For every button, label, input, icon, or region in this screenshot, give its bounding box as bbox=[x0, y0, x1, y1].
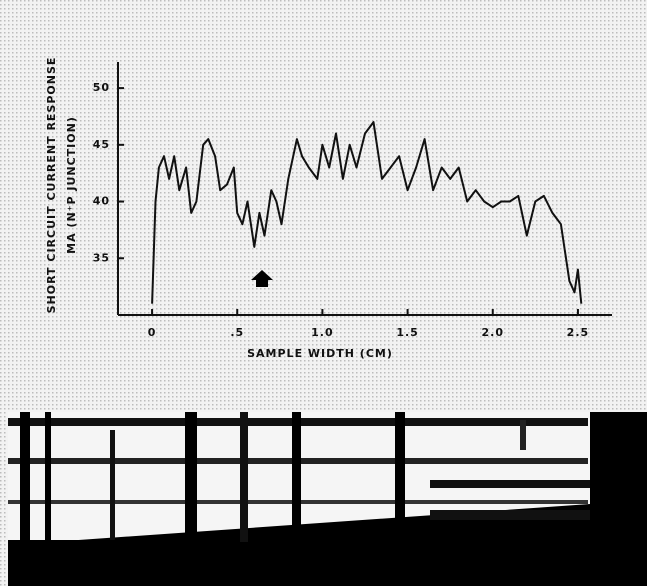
x-tick-label: .5 bbox=[230, 326, 244, 339]
x-tick-label: 1.0 bbox=[311, 326, 334, 339]
x-tick-label: 2.5 bbox=[567, 326, 590, 339]
arrow-marker bbox=[251, 270, 273, 287]
y-tick-label: 50 bbox=[93, 81, 110, 94]
x-axis-title: SAMPLE WIDTH (CM) bbox=[247, 347, 393, 360]
photo bbox=[8, 412, 647, 586]
x-tick-label: 0 bbox=[148, 326, 157, 339]
y-tick-label: 40 bbox=[93, 195, 110, 208]
y-axis-subtitle: MA (N⁺P JUNCTION) bbox=[65, 116, 78, 254]
x-tick-label: 1.5 bbox=[396, 326, 419, 339]
y-axis-title: SHORT CIRCUIT CURRENT RESPONSE bbox=[45, 57, 58, 314]
data-line bbox=[151, 121, 583, 304]
y-tick-label: 35 bbox=[93, 251, 110, 264]
x-tick-label: 2.0 bbox=[482, 326, 505, 339]
y-tick-label: 45 bbox=[93, 138, 110, 151]
